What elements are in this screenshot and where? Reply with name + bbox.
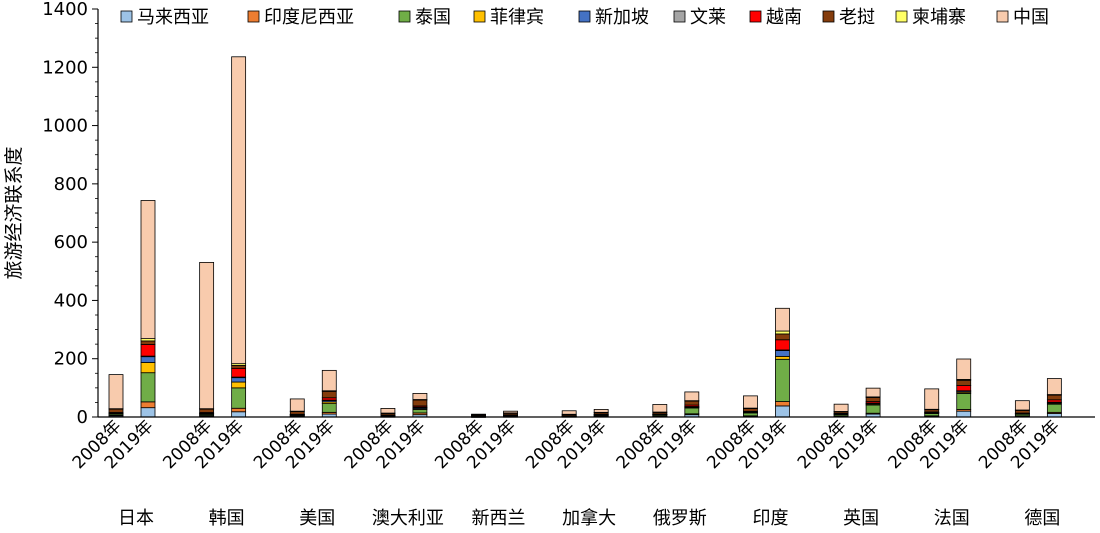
y-tick-label: 1000 <box>42 116 88 137</box>
y-tick-label: 200 <box>54 349 88 370</box>
bar-segment <box>865 387 881 398</box>
bar-segment <box>231 56 247 365</box>
bar-segment <box>321 369 337 392</box>
y-axis-title: 旅游经济联系度 <box>3 146 25 279</box>
bar-segment <box>684 391 700 402</box>
bar-segment <box>140 340 156 345</box>
legend-swatch <box>749 10 762 23</box>
x-country-label: 英国 <box>843 508 879 529</box>
bar-segment <box>412 399 428 407</box>
bar-segment <box>471 413 486 416</box>
bar-segment <box>593 409 609 413</box>
x-country-label: 德国 <box>1024 508 1060 529</box>
legend-swatch <box>895 10 908 23</box>
bar-segment <box>289 398 305 412</box>
x-country-label: 加拿大 <box>562 507 616 529</box>
bar-segment <box>956 392 972 410</box>
bar-segment <box>652 404 668 413</box>
legend-swatch <box>578 10 591 23</box>
legend-label: 越南 <box>766 7 802 28</box>
bar-segment <box>140 344 156 357</box>
bar-segment <box>833 403 849 412</box>
bar-segment <box>561 410 577 415</box>
x-country-label: 俄罗斯 <box>653 508 707 529</box>
bar-segment <box>412 409 428 414</box>
legend-label: 菲律宾 <box>490 7 544 28</box>
bar-segment <box>775 405 790 418</box>
legend-label: 柬埔寨 <box>912 7 966 28</box>
legend-swatch <box>673 10 686 23</box>
bar-segment <box>956 358 972 380</box>
legend-label: 印度尼西亚 <box>264 7 354 28</box>
legend-label: 老挝 <box>839 7 875 28</box>
y-tick-label: 400 <box>54 290 88 311</box>
bar-segment <box>140 362 156 374</box>
legend-label: 泰国 <box>415 7 451 28</box>
bar-segment <box>412 392 428 400</box>
bar-segment <box>199 261 215 410</box>
legend-swatch <box>398 10 411 23</box>
bar-segment <box>743 412 758 417</box>
bar-segment <box>956 379 972 386</box>
legend-swatch <box>247 10 260 23</box>
bar-segment <box>231 407 247 413</box>
bar-segment <box>231 367 247 378</box>
y-tick-label: 0 <box>77 407 88 428</box>
x-country-label: 澳大利亚 <box>372 508 444 529</box>
bar-segment <box>775 350 790 357</box>
legend-label: 新加坡 <box>595 7 649 28</box>
y-tick-label: 600 <box>54 232 88 253</box>
bar-segment <box>140 407 156 418</box>
x-country-label: 新西兰 <box>472 508 526 529</box>
x-country-label: 美国 <box>299 508 335 529</box>
bar-segment <box>865 404 881 414</box>
bar-segment <box>1046 403 1062 413</box>
bar-segment <box>775 401 790 407</box>
legend-label: 马来西亚 <box>137 7 209 28</box>
bar-segment <box>924 388 940 410</box>
legend-swatch <box>473 10 486 23</box>
bar-segment <box>775 333 790 341</box>
bar-segment <box>140 401 156 409</box>
x-country-label: 日本 <box>118 508 154 529</box>
x-country-label: 韩国 <box>209 508 245 529</box>
legend-label: 中国 <box>1013 7 1049 28</box>
bar-segment <box>1046 378 1062 395</box>
bar-segment <box>743 395 758 409</box>
bar-segment <box>865 397 881 402</box>
bar-segment <box>231 387 247 409</box>
bar-segment <box>140 372 156 403</box>
bar-segment <box>140 200 156 340</box>
bar-segment <box>684 400 700 406</box>
legend-swatch <box>996 10 1009 23</box>
bar-segment <box>775 339 790 351</box>
bar-segment <box>231 377 247 383</box>
bar-segment <box>140 356 156 363</box>
bar-segment <box>956 385 972 392</box>
bar-segment <box>380 408 396 414</box>
bar-segment <box>775 307 790 332</box>
x-country-label: 法国 <box>934 508 970 529</box>
bar-segment <box>775 355 790 360</box>
y-tick-label: 1400 <box>42 0 88 20</box>
bar-segment <box>231 365 247 369</box>
legend-swatch <box>120 10 133 23</box>
bar-segment <box>108 374 124 410</box>
y-tick-label: 800 <box>54 174 88 195</box>
bar-segment <box>1014 400 1030 411</box>
bar-segment <box>684 407 700 415</box>
x-country-label: 印度 <box>752 508 788 529</box>
bar-segment <box>1046 394 1062 401</box>
bar-segment <box>321 403 337 413</box>
bar-segment <box>775 358 790 402</box>
bar-segment <box>321 390 337 399</box>
bar-segment <box>775 330 790 335</box>
y-tick-label: 1200 <box>42 57 88 78</box>
legend-swatch <box>822 10 835 23</box>
bar-segment <box>503 410 518 414</box>
bar-segment <box>231 381 247 389</box>
legend-label: 文莱 <box>690 7 726 28</box>
